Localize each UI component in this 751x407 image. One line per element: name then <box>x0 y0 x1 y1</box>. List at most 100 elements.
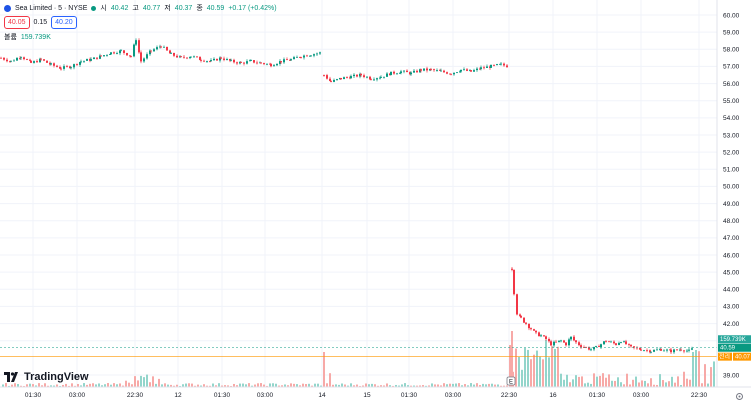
candle-body <box>519 314 521 316</box>
candle-body <box>476 68 478 71</box>
earnings-marker-label: E <box>509 380 513 386</box>
candle-body <box>260 62 262 64</box>
volume-bar <box>338 384 340 387</box>
volume-bar <box>626 373 628 387</box>
candle-body <box>270 64 272 67</box>
volume-bar <box>215 385 217 387</box>
candle-body <box>266 63 268 65</box>
x-tick-label: 03:00 <box>69 392 86 399</box>
volume-bar <box>263 384 265 387</box>
candle-body <box>430 69 432 70</box>
candle-body <box>535 330 537 333</box>
candle-body <box>548 338 550 342</box>
volume-bar <box>35 385 37 387</box>
volume-bar <box>140 375 142 387</box>
volume-bar <box>152 376 154 387</box>
volume-bar <box>227 385 229 387</box>
earnings-marker[interactable] <box>506 376 516 386</box>
volume-bar <box>350 383 352 387</box>
volume-bar <box>134 376 136 387</box>
candle-body <box>453 72 455 75</box>
settings-gear-icon[interactable] <box>735 392 744 401</box>
symbol-title[interactable]: Sea Limited · 5 · NYSE <box>15 4 88 12</box>
candle-body <box>625 341 627 345</box>
volume-bar <box>296 384 298 387</box>
candle-body <box>630 344 632 347</box>
volume-bar <box>224 385 226 387</box>
price-axis[interactable]: 60.00 59.00 58.00 57.00 56.00 55.00 54.00 53.00… <box>716 0 740 387</box>
volume-bar <box>497 384 499 387</box>
x-tick-label: 12 <box>174 392 182 399</box>
candle-body <box>56 65 58 67</box>
volume-bar <box>566 374 568 387</box>
trade-buttons: 40.05 0.15 40.20 <box>4 16 77 29</box>
candle-body <box>523 317 525 323</box>
candle-body <box>33 61 35 63</box>
candle-body <box>353 74 355 77</box>
candle-body <box>196 56 198 58</box>
volume-bar <box>515 348 517 387</box>
buy-button[interactable]: 40.20 <box>51 16 77 29</box>
volume-bar <box>587 382 589 387</box>
candle-body <box>639 348 641 350</box>
volume-bar <box>359 385 361 387</box>
grid-lines <box>0 0 717 387</box>
candle-body <box>568 339 570 346</box>
candle-body <box>578 342 580 346</box>
candle-body <box>53 63 55 66</box>
volume-bar <box>77 383 79 387</box>
tradingview-logo[interactable]: TradingView <box>4 371 89 383</box>
candle-body <box>446 72 448 74</box>
volume-bar <box>461 385 463 387</box>
candle-body <box>369 76 371 80</box>
candle-body <box>156 47 158 50</box>
y-tick-label: 54.00 <box>723 115 740 122</box>
candle-body <box>416 70 418 73</box>
x-tick-label: 01:30 <box>25 392 42 399</box>
volume-bar <box>473 384 475 387</box>
candle-body <box>410 72 412 75</box>
candle-body <box>200 60 202 61</box>
candle-body <box>250 60 252 61</box>
volume-bar <box>569 382 571 387</box>
candle-body <box>650 351 652 353</box>
symbol-logo-icon <box>4 4 11 12</box>
candle-body <box>683 350 685 352</box>
x-tick-label: 15 <box>363 392 371 399</box>
candle-body <box>279 61 281 64</box>
volume-bar <box>326 383 328 387</box>
volume-bar <box>713 361 715 387</box>
volume-bar <box>251 385 253 387</box>
candle-body <box>273 65 275 67</box>
volume-bar <box>503 385 505 387</box>
volume-bar <box>266 385 268 387</box>
y-tick-label: 51.00 <box>723 167 740 174</box>
volume-bar <box>446 384 448 387</box>
candle-body <box>439 70 441 71</box>
time-axis[interactable]: 01:30 03:00 22:30 12 01:30 03:00 14 15 01:30 03:0… <box>0 386 751 399</box>
candle-body <box>193 56 195 58</box>
candle-body <box>363 75 365 78</box>
volume-bar <box>131 384 133 387</box>
volume-bar <box>161 384 163 387</box>
volume-bar <box>362 385 364 387</box>
sell-button[interactable]: 40.05 <box>4 16 30 29</box>
volume-bar <box>353 385 355 387</box>
volume-bar <box>698 351 700 387</box>
candle-body <box>170 53 172 54</box>
candle-body <box>370 79 372 81</box>
candle-body <box>653 350 655 352</box>
candle-body <box>293 57 295 60</box>
volume-bar <box>329 373 331 387</box>
volume-bar <box>317 383 319 387</box>
volume-bar <box>527 349 529 387</box>
volume-bar <box>14 383 16 387</box>
candle-body <box>199 56 201 61</box>
candle-body <box>466 69 468 71</box>
volume-bar <box>149 382 151 387</box>
volume-bar <box>50 385 52 387</box>
candle-body <box>283 59 285 63</box>
candle-body <box>0 57 2 59</box>
